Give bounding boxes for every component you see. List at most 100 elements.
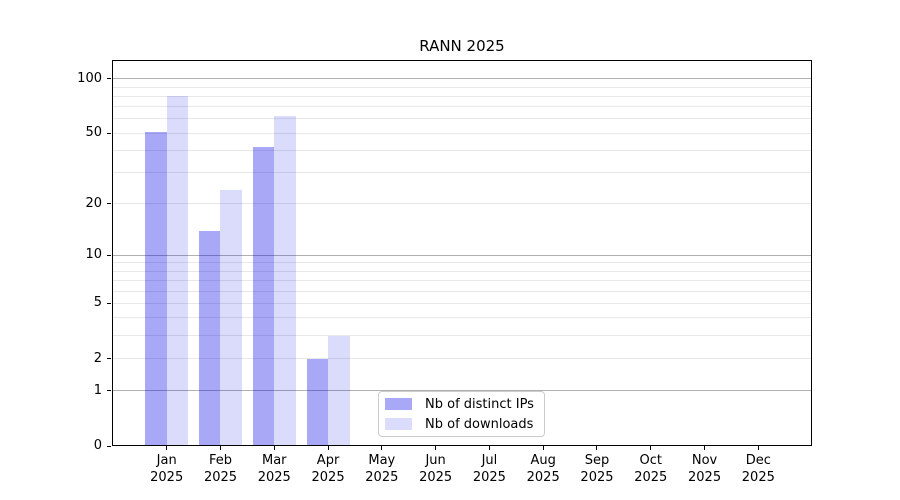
x-tick-month: Sep bbox=[584, 453, 610, 468]
legend-label-downloads: Nb of downloads bbox=[425, 416, 534, 432]
x-tick-month: Apr bbox=[316, 453, 340, 468]
gridline-minor bbox=[112, 172, 812, 174]
legend-swatch-downloads bbox=[385, 418, 412, 430]
gridline-minor bbox=[112, 203, 812, 205]
x-tick-mark bbox=[596, 446, 598, 450]
x-tick-month: Jul bbox=[481, 453, 498, 468]
gridline-minor bbox=[112, 262, 812, 264]
gridline-minor bbox=[112, 317, 812, 319]
bar bbox=[220, 189, 242, 445]
legend-row-downloads: Nb of downloads bbox=[385, 417, 544, 432]
x-tick-year: 2025 bbox=[311, 470, 345, 485]
x-tick-mark bbox=[704, 446, 706, 450]
y-tick-label: 50 bbox=[85, 125, 102, 141]
bar bbox=[274, 116, 296, 445]
x-tick-year: 2025 bbox=[203, 470, 238, 485]
x-tick-month: Jun bbox=[425, 453, 446, 468]
bar bbox=[198, 230, 221, 445]
x-tick-month: Nov bbox=[691, 453, 718, 468]
bar bbox=[306, 358, 329, 445]
bar bbox=[328, 335, 350, 445]
y-tick-label: 10 bbox=[85, 247, 102, 263]
gridline-minor bbox=[112, 280, 812, 282]
x-tick-month: Dec bbox=[745, 453, 771, 468]
x-tick-mark bbox=[219, 446, 221, 450]
x-tick-label: Jul 2025 bbox=[459, 452, 519, 486]
gridline-major bbox=[112, 390, 812, 392]
x-tick-mark bbox=[327, 446, 329, 450]
x-tick-label: May 2025 bbox=[352, 452, 412, 486]
gridline-minor bbox=[112, 302, 812, 304]
y-tick-mark bbox=[107, 203, 111, 205]
x-tick-year: 2025 bbox=[634, 470, 668, 485]
x-tick-month: May bbox=[368, 453, 396, 468]
x-tick-label: Nov 2025 bbox=[675, 452, 735, 486]
y-tick-label: 5 bbox=[93, 295, 102, 311]
y-tick-mark bbox=[107, 302, 111, 304]
x-tick-label: Aug 2025 bbox=[513, 452, 573, 486]
gridline-minor bbox=[112, 358, 812, 360]
x-tick-label: Jan 2025 bbox=[137, 452, 197, 486]
x-tick-month: Feb bbox=[208, 453, 232, 468]
gridline-minor bbox=[112, 118, 812, 120]
x-tick-label: Dec 2025 bbox=[728, 452, 788, 486]
x-tick-month: Oct bbox=[639, 453, 662, 468]
y-tick-mark bbox=[107, 390, 111, 392]
gridline-minor bbox=[112, 150, 812, 152]
x-tick-month: Jan bbox=[156, 453, 177, 468]
plot-area bbox=[112, 60, 812, 446]
legend: Nb of distinct IPs Nb of downloads bbox=[378, 391, 545, 437]
x-tick-year: 2025 bbox=[526, 470, 560, 485]
x-tick-year: 2025 bbox=[688, 470, 722, 485]
x-tick-year: 2025 bbox=[580, 470, 614, 485]
bar bbox=[252, 146, 275, 445]
x-tick-mark bbox=[435, 446, 437, 450]
y-tick-mark bbox=[107, 445, 111, 447]
y-tick-label: 2 bbox=[93, 350, 102, 366]
y-tick-label: 100 bbox=[77, 70, 102, 86]
chart-title: RANN 2025 bbox=[419, 37, 505, 55]
x-tick-label: Jun 2025 bbox=[406, 452, 466, 486]
y-tick-label: 0 bbox=[93, 438, 102, 453]
gridline-minor bbox=[112, 335, 812, 337]
x-tick-month: Aug bbox=[530, 453, 556, 468]
legend-label-distinct-ips: Nb of distinct IPs bbox=[425, 396, 534, 412]
gridline-minor bbox=[112, 86, 812, 88]
gridline-minor bbox=[112, 95, 812, 97]
y-tick-mark bbox=[107, 132, 111, 134]
gridline-minor bbox=[112, 270, 812, 272]
x-tick-year: 2025 bbox=[257, 470, 291, 485]
x-tick-mark bbox=[542, 446, 544, 450]
legend-swatch-distinct-ips bbox=[385, 398, 412, 410]
x-tick-year: 2025 bbox=[419, 470, 453, 485]
y-tick-label: 20 bbox=[85, 195, 102, 211]
gridline-major bbox=[112, 254, 812, 256]
x-tick-mark bbox=[757, 446, 759, 450]
bar bbox=[145, 131, 167, 445]
x-tick-mark bbox=[273, 446, 275, 450]
x-tick-year: 2025 bbox=[365, 470, 399, 485]
x-tick-mark bbox=[650, 446, 652, 450]
x-tick-label: Oct 2025 bbox=[621, 452, 681, 486]
legend-row-distinct-ips: Nb of distinct IPs bbox=[385, 397, 544, 412]
gridline-minor bbox=[112, 290, 812, 292]
y-tick-mark bbox=[107, 78, 111, 80]
gridline-minor bbox=[112, 106, 812, 108]
y-tick-mark bbox=[107, 254, 111, 256]
x-tick-mark bbox=[381, 446, 383, 450]
gridline-major bbox=[112, 78, 812, 80]
bar bbox=[166, 96, 189, 445]
x-tick-year: 2025 bbox=[150, 470, 184, 485]
x-tick-label: Mar 2025 bbox=[244, 452, 304, 486]
x-tick-label: Feb 2025 bbox=[190, 452, 250, 486]
x-tick-label: Apr 2025 bbox=[298, 452, 358, 486]
x-tick-mark bbox=[166, 446, 168, 450]
x-tick-year: 2025 bbox=[741, 470, 775, 485]
y-tick-label: 1 bbox=[93, 382, 102, 398]
gridline-minor bbox=[112, 132, 812, 134]
y-tick-mark bbox=[107, 358, 111, 360]
x-tick-label: Sep 2025 bbox=[567, 452, 627, 486]
x-tick-month: Mar bbox=[262, 453, 287, 468]
x-tick-mark bbox=[488, 446, 490, 450]
